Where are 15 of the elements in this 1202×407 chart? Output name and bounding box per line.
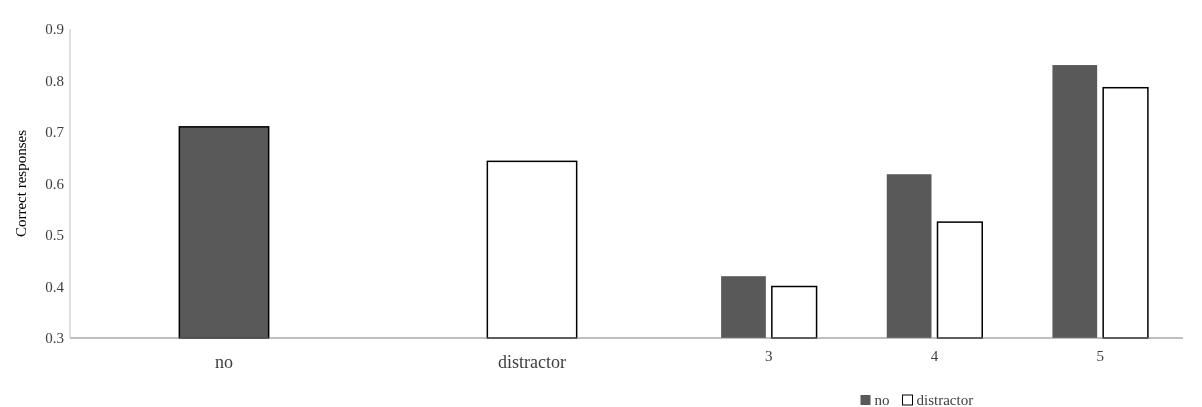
x-tick-label: distractor [498, 352, 566, 372]
y-tick-label: 0.8 [45, 72, 64, 89]
x-tick-label: 4 [930, 348, 939, 364]
legend-label: no [874, 392, 890, 407]
x-tick-label: no [215, 352, 233, 372]
y-tick-label: 0.3 [45, 330, 64, 347]
y-tick-label: 0.4 [45, 278, 65, 295]
y-tick-label: 0.9 [45, 21, 64, 38]
legend-label: distractor [916, 392, 974, 407]
x-tick-label: 3 [765, 348, 773, 364]
x-tick-label: 5 [1096, 348, 1104, 364]
y-tick-label: 0.7 [45, 124, 65, 141]
y-tick-label: 0.6 [45, 175, 65, 192]
y-tick-label: 0.5 [45, 227, 64, 244]
y-axis-title: Correct responses [13, 129, 29, 238]
